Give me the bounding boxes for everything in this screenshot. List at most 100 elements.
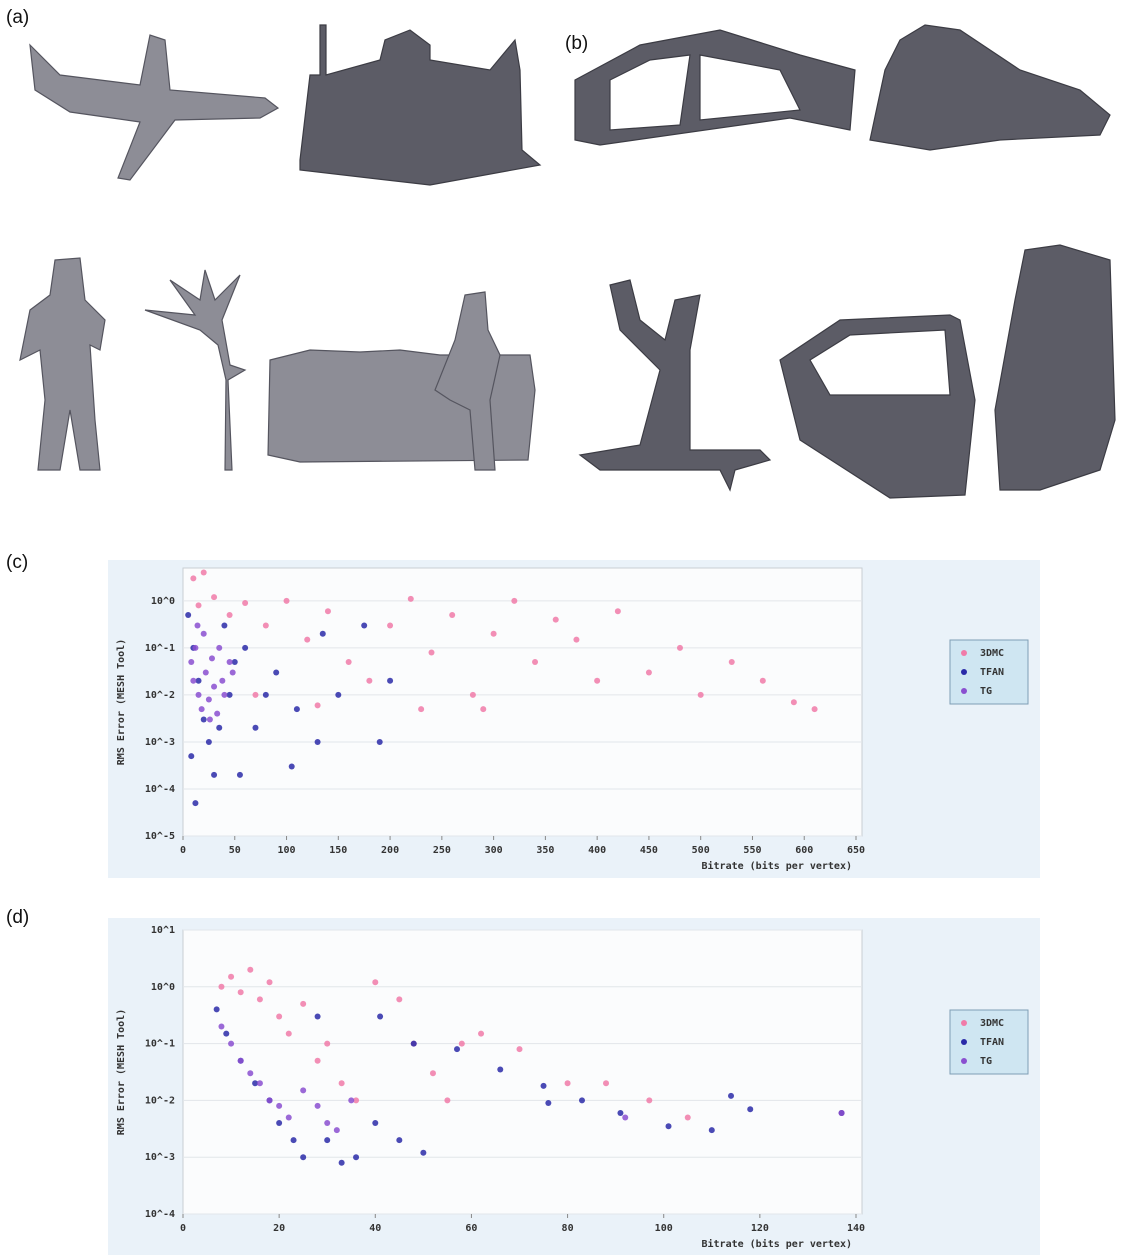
data-point (376, 738, 383, 745)
car-part (869, 24, 1111, 151)
data-point (211, 683, 218, 690)
data-point (454, 1046, 461, 1053)
data-point (684, 1114, 691, 1121)
x-tick-label: 500 (692, 845, 710, 856)
data-point (838, 1110, 845, 1117)
y-tick-label: 10^0 (151, 982, 175, 993)
data-point (418, 706, 425, 713)
y-tick-label: 10^-1 (145, 1039, 175, 1050)
data-point (335, 691, 342, 698)
data-point (532, 659, 539, 666)
data-point (283, 597, 290, 604)
x-tick-label: 350 (536, 845, 554, 856)
plot-area (182, 929, 863, 1215)
data-point (747, 1106, 754, 1113)
data-point (353, 1154, 360, 1161)
data-point (190, 677, 197, 684)
data-point (188, 753, 195, 760)
x-tick-label: 250 (433, 845, 451, 856)
data-point (218, 1023, 225, 1030)
data-point (192, 800, 199, 807)
data-point (195, 602, 202, 609)
data-point (202, 669, 209, 676)
data-point (247, 966, 254, 973)
data-point (226, 612, 233, 619)
data-point (247, 1070, 254, 1077)
data-point (396, 1137, 403, 1144)
x-tick-label: 100 (655, 1223, 673, 1234)
y-tick-label: 10^0 (151, 596, 175, 607)
data-point (366, 677, 373, 684)
data-point (564, 1080, 571, 1087)
data-point (319, 630, 326, 637)
data-point (708, 1127, 715, 1134)
data-point (304, 636, 311, 643)
data-point (200, 630, 207, 637)
flower (144, 269, 247, 471)
x-axis-label: Bitrate (bits per vertex) (701, 860, 852, 872)
data-point (200, 716, 207, 723)
legend-label: TFAN (980, 1037, 1004, 1048)
data-point (214, 710, 221, 717)
seated-figure (434, 291, 501, 471)
data-point (490, 630, 497, 637)
data-point (185, 612, 192, 619)
x-tick-label: 80 (562, 1223, 574, 1234)
data-point (288, 763, 295, 770)
data-point (314, 702, 321, 709)
panel-label: (a) (6, 7, 29, 28)
data-point (497, 1066, 504, 1073)
data-point (622, 1114, 629, 1121)
data-point (188, 659, 195, 666)
data-point (387, 622, 394, 629)
data-point (256, 1080, 263, 1087)
data-point (195, 677, 202, 684)
data-point (348, 1097, 355, 1104)
data-point (511, 597, 518, 604)
data-point (314, 1057, 321, 1064)
data-point (516, 1046, 523, 1053)
x-tick-label: 100 (278, 845, 296, 856)
data-point (206, 716, 213, 723)
data-point (377, 1013, 384, 1020)
data-point (478, 1030, 485, 1037)
data-point (811, 706, 818, 713)
data-point (407, 595, 414, 602)
x-tick-label: 20 (273, 1223, 285, 1234)
door-panel (994, 244, 1116, 491)
data-point (231, 659, 238, 666)
data-point (205, 696, 212, 703)
data-point (262, 622, 269, 629)
data-point (229, 669, 236, 676)
building (299, 24, 542, 186)
data-point (300, 1087, 307, 1094)
data-point (221, 691, 228, 698)
legend-label: 3DMC (980, 1018, 1004, 1029)
data-point (262, 691, 269, 698)
data-point (266, 1097, 273, 1104)
car-door (779, 314, 976, 499)
data-point (252, 1080, 259, 1087)
data-point (236, 771, 243, 778)
data-point (192, 644, 199, 651)
data-point (676, 644, 683, 651)
legend-marker (961, 688, 967, 694)
legend-label: TG (980, 686, 992, 697)
data-point (617, 1110, 624, 1117)
data-point (361, 622, 368, 629)
x-tick-label: 140 (847, 1223, 865, 1234)
data-point (578, 1097, 585, 1104)
data-point (428, 649, 435, 656)
panel-label: (c) (6, 552, 28, 573)
data-point (324, 1137, 331, 1144)
data-point (223, 1030, 230, 1037)
x-tick-label: 450 (640, 845, 658, 856)
data-point (429, 1070, 436, 1077)
data-point (198, 706, 205, 713)
legend-marker (961, 1039, 967, 1045)
data-point (276, 1013, 283, 1020)
data-point (237, 1057, 244, 1064)
data-point (324, 1040, 331, 1047)
data-point (646, 1097, 653, 1104)
legend-marker (961, 1058, 967, 1064)
